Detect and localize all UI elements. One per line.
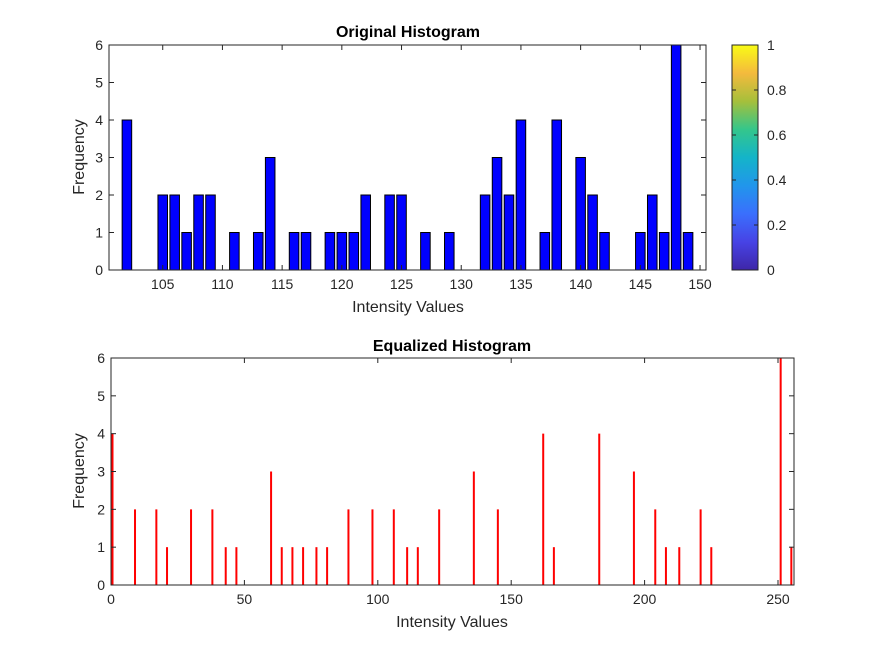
original-y-tick-label: 3 [95, 150, 103, 166]
equalized-y-tick-label: 6 [97, 350, 105, 366]
histogram-bar [539, 232, 551, 271]
histogram-bar [491, 157, 503, 271]
y-axis-label-original: Frequency [71, 119, 88, 195]
equalized-histogram-chart: Equalized Histogram 0 50 100 150 200 250 0 1 2 3 4… [71, 338, 795, 631]
chart-title-original: Original Histogram [336, 24, 480, 41]
y-axis-label-equalized: Frequency [71, 433, 88, 509]
histogram-bar [229, 232, 240, 271]
original-x-tick-label: 115 [271, 276, 294, 292]
histogram-bar [336, 232, 348, 271]
colorbar-tick-label: 0.6 [767, 127, 787, 143]
original-x-tick-label: 135 [509, 276, 533, 292]
colorbar: 0 0.2 0.4 0.6 0.8 1 [731, 37, 787, 278]
histogram-bar [551, 119, 563, 271]
histogram-bar [503, 194, 515, 271]
histogram-bar [157, 194, 169, 271]
equalized-y-tick-label: 3 [97, 464, 105, 480]
histogram-bar [479, 194, 491, 271]
histogram-bar [396, 194, 407, 271]
histogram-bar [444, 232, 455, 271]
histogram-bar [348, 232, 360, 271]
original-y-tick-label: 0 [95, 262, 103, 278]
colorbar-ticks-group: 0 0.2 0.4 0.6 0.8 1 [732, 37, 787, 278]
plot-box-equalized [110, 357, 795, 586]
histogram-bar [288, 232, 300, 271]
original-y-tick-label: 1 [95, 225, 103, 241]
histogram-bar [635, 232, 646, 271]
equalized-y-tick-label: 5 [97, 388, 105, 404]
equalized-x-tick-label: 250 [766, 591, 790, 607]
x-axis-label-original: Intensity Values [352, 299, 464, 316]
equalized-x-tick-label: 200 [633, 591, 657, 607]
histogram-bar [252, 232, 264, 271]
original-histogram-chart: Original Histogram 105 110 115 120 125 130 135… [71, 24, 787, 316]
equalized-y-tick-label: 4 [97, 426, 105, 442]
histogram-bar [169, 194, 180, 271]
histogram-bar [264, 157, 276, 271]
histogram-bar [575, 157, 586, 271]
chart-title-equalized: Equalized Histogram [373, 338, 531, 355]
ticks-group-equalized: 0 50 100 150 200 250 0 1 2 3 4 5 6 [97, 350, 794, 607]
histogram-bar [587, 194, 598, 271]
original-x-tick-label: 150 [688, 276, 712, 292]
histogram-bar [420, 232, 431, 271]
equalized-y-tick-label: 2 [97, 501, 105, 517]
histogram-bar [599, 232, 610, 271]
original-y-tick-label: 6 [95, 37, 103, 53]
histogram-bar [670, 44, 682, 271]
equalized-y-tick-label: 0 [97, 577, 105, 593]
equalized-x-tick-label: 0 [107, 591, 115, 607]
original-y-tick-label: 2 [95, 187, 103, 203]
histogram-bar [205, 194, 216, 271]
histogram-bar [515, 119, 527, 271]
original-y-tick-label: 4 [95, 112, 103, 128]
equalized-x-tick-label: 100 [366, 591, 390, 607]
colorbar-tick-label: 0.2 [767, 217, 787, 233]
histogram-bar [682, 232, 694, 271]
original-y-tick-label: 5 [95, 75, 103, 91]
original-x-tick-label: 110 [211, 276, 234, 292]
original-x-tick-label: 125 [390, 276, 414, 292]
bars-group [121, 44, 694, 271]
histogram-bar [384, 194, 395, 271]
equalized-x-tick-label: 150 [500, 591, 524, 607]
original-x-tick-label: 105 [151, 276, 175, 292]
colorbar-tick-label: 0.4 [767, 172, 787, 188]
histogram-bar [121, 119, 133, 271]
histogram-bar [181, 232, 192, 271]
equalized-y-tick-label: 1 [97, 539, 105, 555]
ticks-group-original: 105 110 115 120 125 130 135 140 145 150 0 1 2 3 4 5 6 [95, 37, 712, 292]
colorbar-tick-label: 1 [767, 37, 775, 53]
histogram-bar [324, 232, 336, 271]
stems-group [111, 358, 793, 585]
histogram-bar [193, 194, 204, 271]
original-x-tick-label: 120 [330, 276, 354, 292]
histogram-bar [646, 194, 658, 271]
x-axis-label-equalized: Intensity Values [396, 614, 508, 631]
colorbar-tick-label: 0 [767, 262, 775, 278]
histogram-bar [300, 232, 312, 271]
original-x-tick-label: 145 [629, 276, 653, 292]
histogram-bar [658, 232, 670, 271]
original-x-tick-label: 130 [450, 276, 474, 292]
colorbar-tick-label: 0.8 [767, 82, 787, 98]
colorbar-gradient [731, 44, 759, 271]
equalized-x-tick-label: 50 [237, 591, 253, 607]
original-x-tick-label: 140 [569, 276, 593, 292]
histogram-bar [360, 194, 371, 271]
